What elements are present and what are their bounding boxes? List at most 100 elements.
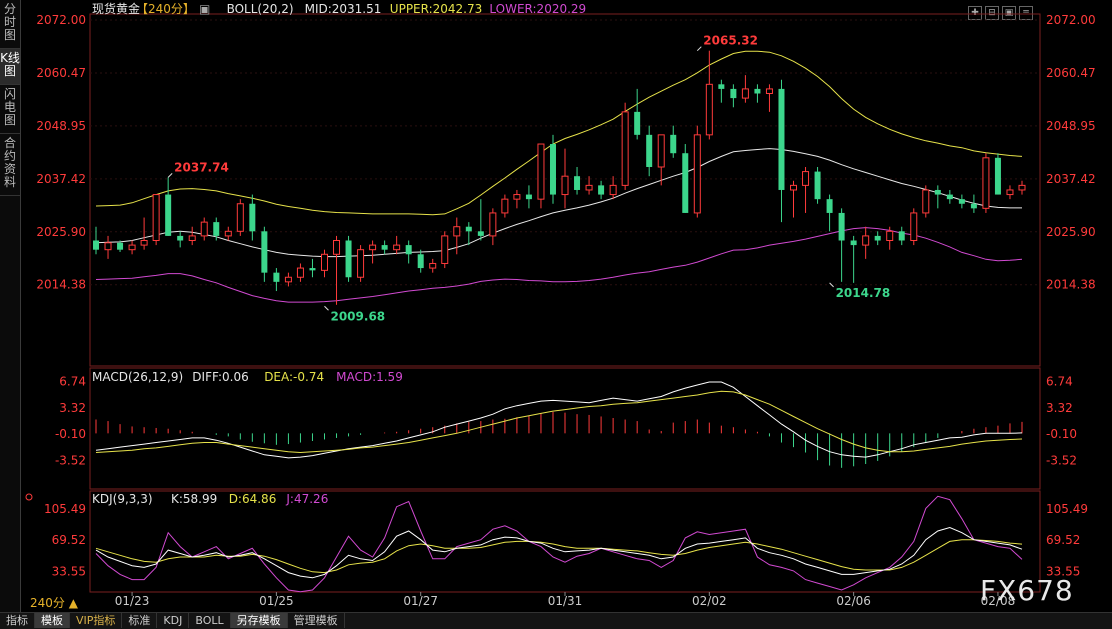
extreme-label: 2037.74 xyxy=(174,160,229,174)
candle-body-up xyxy=(236,203,244,232)
boll-upper-label: UPPER:2042.73 xyxy=(390,2,482,16)
side-tab-kline[interactable]: K线图 xyxy=(0,49,20,85)
tab-indicators[interactable]: 指标 xyxy=(0,613,35,628)
candle-body-up xyxy=(537,143,545,200)
bottom-toolbar: 指标 模板 VIP指标 标准 KDJ BOLL 另存模板 管理模板 xyxy=(0,612,1112,629)
candle-body-up xyxy=(224,230,232,237)
macd-ytick-right: 3.32 xyxy=(1046,401,1073,415)
tab-standard[interactable]: 标准 xyxy=(122,613,158,628)
candle-body-down xyxy=(838,212,845,241)
period-indicator: 240分 ▲ xyxy=(30,596,79,610)
macd-diff-label: DIFF:0.06 xyxy=(192,370,248,384)
candle-body-down xyxy=(646,134,653,167)
tab-manage-templates[interactable]: 管理模板 xyxy=(288,613,345,628)
kdj-ytick-right: 69.52 xyxy=(1046,533,1080,547)
candle-body-down xyxy=(778,88,785,190)
candle-body-down xyxy=(826,199,833,213)
boll-upper-line xyxy=(95,50,1023,216)
x-tick-label: 01/27 xyxy=(403,594,438,608)
candle-body-up xyxy=(910,212,918,241)
main-ytick-left: 2060.47 xyxy=(36,66,86,80)
macd-dea-line xyxy=(95,390,1023,454)
candle-body-up xyxy=(357,249,365,278)
side-tab-timeshare[interactable]: 分时图 xyxy=(0,0,20,49)
kdj-d-line xyxy=(95,539,1023,574)
main-period: 【240分】 xyxy=(136,2,195,16)
candle-body-up xyxy=(561,175,569,196)
candle-body-up xyxy=(140,240,148,246)
candle-body-up xyxy=(152,194,160,241)
candle-body-down xyxy=(249,203,256,232)
main-pane-frame xyxy=(89,13,1041,367)
candle-body-down xyxy=(477,231,484,236)
candle-body-down xyxy=(417,254,424,269)
main-ytick-left: 2037.42 xyxy=(36,172,86,186)
candle-body-down xyxy=(682,153,689,213)
candle-body-down xyxy=(946,194,953,200)
candle-body-up xyxy=(982,157,990,209)
tab-save-template[interactable]: 另存模板 xyxy=(230,613,288,628)
tab-vip-indicators[interactable]: VIP指标 xyxy=(70,613,123,628)
candle-body-up xyxy=(284,276,292,283)
main-title: 现货黄金 xyxy=(92,1,140,16)
main-ytick-right: 2072.00 xyxy=(1046,13,1096,27)
tab-boll[interactable]: BOLL xyxy=(189,613,231,628)
tab-templates[interactable]: 模板 xyxy=(35,613,70,628)
window-controls: ✚ ⊟ ▣ ≡ xyxy=(968,0,1038,20)
extreme-marker xyxy=(167,173,173,178)
candle-body-up xyxy=(862,235,870,246)
boll-lower-line xyxy=(95,227,1023,303)
candle-body-up xyxy=(886,230,894,241)
candle-body-up xyxy=(621,111,629,186)
restore-icon[interactable]: ▣ xyxy=(1002,6,1016,20)
main-ytick-left: 2048.95 xyxy=(36,119,86,133)
main-ytick-right: 2048.95 xyxy=(1046,119,1096,133)
kdj-j-line xyxy=(95,495,1023,593)
kdj-k-label: K:58.99 xyxy=(171,492,217,506)
candle-body-up xyxy=(429,262,437,269)
boll-mid-line xyxy=(95,148,1022,258)
x-tick-label: 01/23 xyxy=(115,594,150,608)
candle-body-down xyxy=(405,245,412,255)
macd-ytick-left: 3.32 xyxy=(59,401,86,415)
candle-body-down xyxy=(874,235,881,241)
view-switcher: 分时图 K线图 闪电图 合约资料 xyxy=(0,0,21,612)
candle-body-up xyxy=(765,88,773,94)
candle-body-up xyxy=(741,88,749,99)
candle-body-down xyxy=(261,231,268,273)
candle-body-down xyxy=(958,199,965,204)
kdj-j-label: J:47.26 xyxy=(285,492,328,506)
main-ytick-left: 2025.90 xyxy=(36,225,86,239)
candle-body-down xyxy=(718,84,725,89)
extreme-label: 2014.78 xyxy=(836,286,891,300)
candle-body-down xyxy=(574,176,581,190)
shrink-icon[interactable]: ⊟ xyxy=(985,6,999,20)
side-tab-flash[interactable]: 闪电图 xyxy=(0,85,20,134)
macd-ytick-left: 6.74 xyxy=(59,375,86,389)
macd-name: MACD(26,12,9) xyxy=(92,370,183,384)
candle-body-up xyxy=(501,198,509,214)
extreme-marker xyxy=(829,282,834,288)
candle-body-down xyxy=(970,203,977,209)
candle-body-up xyxy=(188,235,196,241)
kdj-ytick-right: 105.49 xyxy=(1046,502,1088,516)
candle-body-down xyxy=(814,171,821,200)
macd-ytick-right: -3.52 xyxy=(1046,453,1077,467)
candle-body-up xyxy=(1006,189,1014,196)
boll-mid-label: MID:2031.51 xyxy=(305,2,382,16)
macd-dea-label: DEA:-0.74 xyxy=(264,370,324,384)
candle-body-up xyxy=(657,134,665,168)
macd-ytick-right: 6.74 xyxy=(1046,375,1073,389)
candle-body-up xyxy=(369,244,377,251)
candle-body-down xyxy=(850,240,857,246)
candle-body-up xyxy=(296,267,304,278)
candle-body-down xyxy=(754,88,761,94)
kdj-d-label: D:64.86 xyxy=(229,492,277,506)
tab-kdj[interactable]: KDJ xyxy=(157,613,190,628)
main-ytick-right: 2014.38 xyxy=(1046,278,1096,292)
extreme-label: 2065.32 xyxy=(703,34,758,48)
candle-body-down xyxy=(381,245,388,250)
extreme-label: 2009.68 xyxy=(330,309,385,323)
candle-body-down xyxy=(213,222,220,236)
side-tab-contract-info[interactable]: 合约资料 xyxy=(0,134,20,196)
